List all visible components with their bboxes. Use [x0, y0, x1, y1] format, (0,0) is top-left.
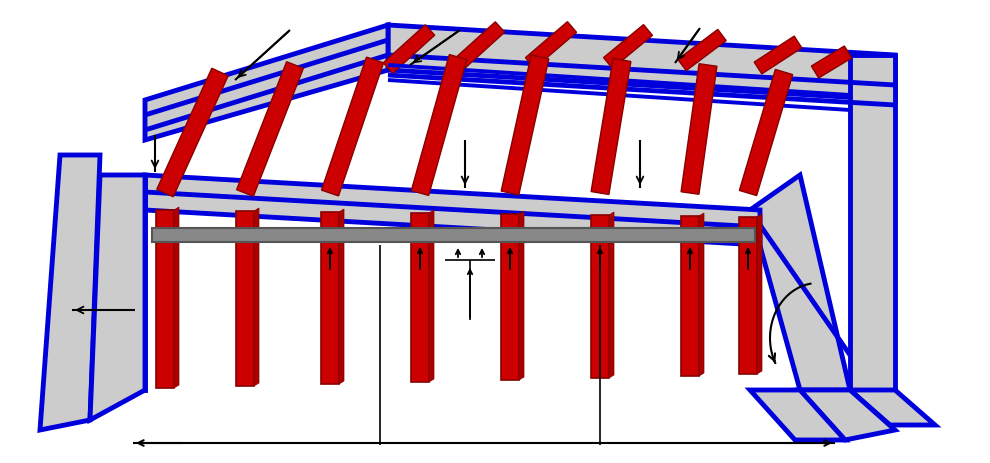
Polygon shape — [339, 209, 344, 384]
Polygon shape — [681, 216, 699, 376]
Polygon shape — [383, 25, 435, 73]
Polygon shape — [681, 64, 717, 194]
Polygon shape — [90, 175, 145, 420]
Polygon shape — [750, 175, 850, 390]
Polygon shape — [100, 175, 145, 390]
Polygon shape — [591, 58, 631, 194]
Polygon shape — [850, 55, 895, 390]
Polygon shape — [604, 25, 652, 69]
Polygon shape — [322, 57, 383, 196]
Polygon shape — [519, 211, 524, 380]
Polygon shape — [236, 211, 254, 386]
Polygon shape — [429, 210, 434, 382]
Polygon shape — [411, 213, 429, 382]
Polygon shape — [800, 390, 895, 440]
Polygon shape — [174, 207, 179, 388]
Polygon shape — [145, 175, 760, 245]
Polygon shape — [678, 29, 727, 70]
Polygon shape — [237, 62, 303, 196]
Polygon shape — [850, 390, 935, 425]
Polygon shape — [740, 69, 793, 195]
Polygon shape — [152, 228, 755, 242]
Polygon shape — [40, 155, 100, 430]
Polygon shape — [609, 212, 614, 378]
Polygon shape — [501, 214, 519, 380]
Polygon shape — [526, 22, 576, 69]
Polygon shape — [145, 25, 388, 140]
Polygon shape — [739, 217, 757, 374]
Polygon shape — [254, 208, 259, 386]
Polygon shape — [156, 210, 174, 388]
Polygon shape — [750, 390, 845, 440]
Polygon shape — [411, 55, 466, 195]
Polygon shape — [321, 212, 339, 384]
Polygon shape — [591, 215, 609, 378]
Polygon shape — [754, 36, 802, 74]
Polygon shape — [501, 55, 548, 195]
Polygon shape — [757, 214, 762, 374]
Polygon shape — [156, 68, 228, 197]
Polygon shape — [453, 22, 505, 70]
Polygon shape — [699, 213, 704, 376]
Polygon shape — [812, 46, 851, 78]
Polygon shape — [388, 25, 895, 100]
